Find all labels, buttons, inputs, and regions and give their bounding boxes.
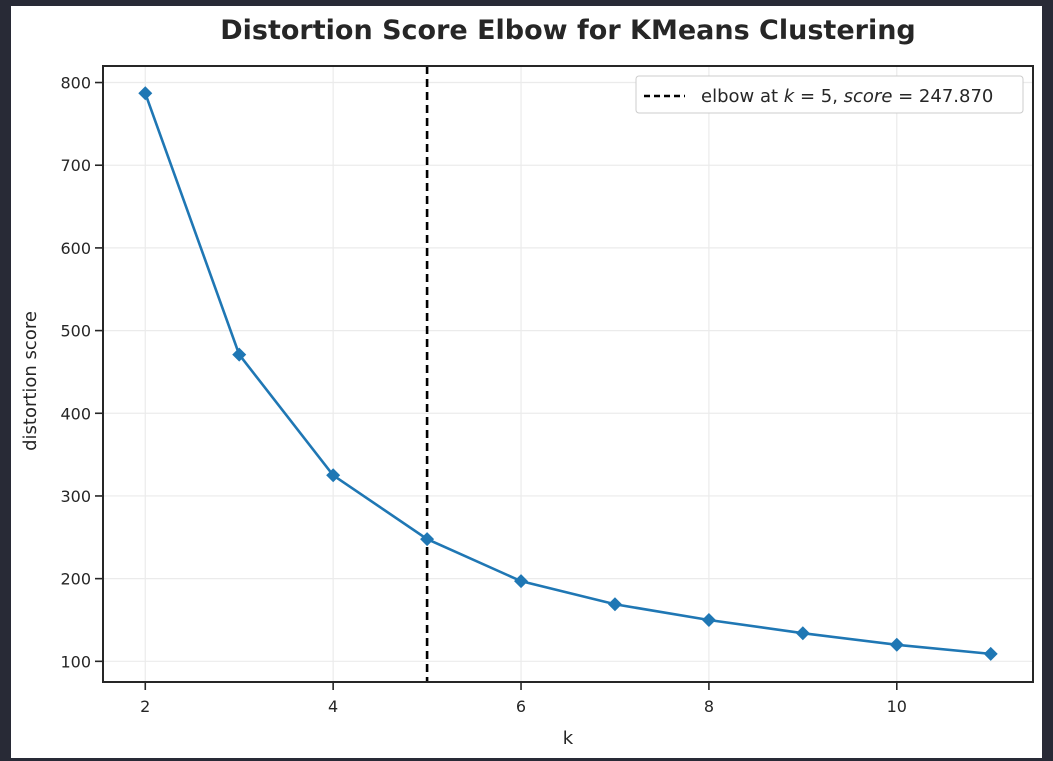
legend: elbow at k = 5, score = 247.870 (635, 75, 1024, 114)
y-tick-label: 400 (60, 404, 91, 423)
x-tick-label: 4 (328, 697, 338, 716)
y-axis-ticks: 100 200 300 400 500 600 700 800 (60, 74, 103, 671)
x-tick-label: 2 (140, 697, 150, 716)
chart-title: Distortion Score Elbow for KMeans Cluste… (220, 15, 916, 46)
data-points (138, 86, 998, 661)
legend-label: elbow at k = 5, score = 247.870 (701, 86, 993, 107)
x-axis-ticks: 2 4 6 8 10 (140, 682, 907, 716)
data-point (983, 646, 998, 661)
legend-k-value: = 5, (794, 86, 843, 107)
x-tick-label: 6 (516, 697, 526, 716)
y-tick-label: 200 (60, 570, 91, 589)
axes-frame (102, 65, 1034, 683)
y-tick-label: 500 (60, 322, 91, 341)
y-tick-label: 600 (60, 239, 91, 258)
y-axis-label: distortion score (20, 311, 41, 451)
y-tick-label: 300 (60, 487, 91, 506)
data-point (326, 468, 341, 483)
legend-box (635, 75, 1024, 114)
elbow-chart: Distortion Score Elbow for KMeans Cluste… (20, 15, 1034, 749)
x-axis-label: k (563, 728, 574, 749)
data-point (514, 574, 529, 589)
x-tick-label: 8 (704, 697, 714, 716)
data-point (889, 637, 904, 652)
data-point (420, 532, 435, 547)
data-point (138, 86, 153, 101)
y-tick-label: 700 (60, 156, 91, 175)
legend-score-symbol: score (844, 86, 893, 107)
data-point (232, 347, 247, 362)
series-line (144, 92, 991, 656)
figure: Distortion Score Elbow for KMeans Cluste… (11, 6, 1042, 758)
grid (103, 66, 1033, 682)
data-point (795, 626, 810, 641)
data-point (607, 597, 622, 612)
data-point (701, 612, 716, 627)
y-tick-label: 100 (60, 652, 91, 671)
legend-score-value: = 247.870 (892, 86, 993, 107)
x-tick-label: 10 (887, 697, 907, 716)
legend-k-symbol: k (784, 86, 796, 107)
y-tick-label: 800 (60, 74, 91, 93)
legend-prefix: elbow at (701, 86, 784, 107)
